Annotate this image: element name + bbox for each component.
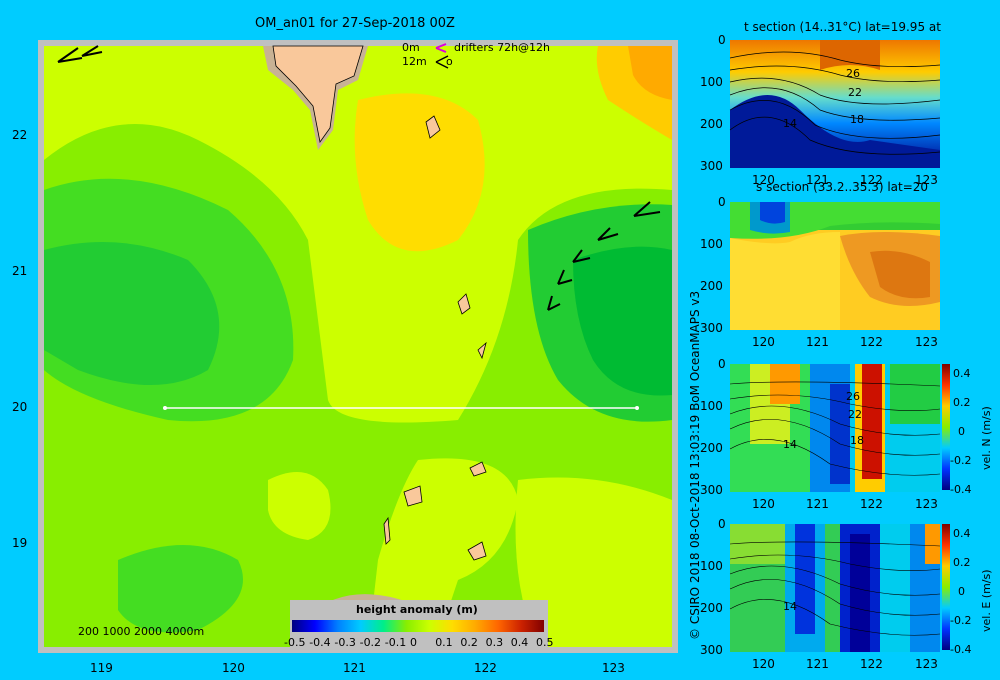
- colorbar-gradient: [292, 620, 544, 632]
- colorbar-ticks: -0.5 -0.4 -0.3 -0.2 -0.1 0 0.1 0.2 0.3 0.4 0.5: [284, 636, 554, 650]
- panel-y-tick: 0: [718, 33, 726, 47]
- x-tick-121: 121: [343, 661, 366, 675]
- depth-legend: 200 1000 2000 4000m: [78, 625, 205, 638]
- panel-y-tick: 200: [700, 279, 723, 293]
- vel-e-colorbar-label: vel. E (m/s): [980, 569, 993, 632]
- x-tick-123: 123: [602, 661, 625, 675]
- legend-circle: o: [446, 55, 453, 68]
- panel-temperature-section[interactable]: [729, 40, 941, 168]
- panel-x-tick: 123: [915, 335, 938, 349]
- panel-y-tick: 0: [718, 517, 726, 531]
- panel-y-tick: 100: [700, 75, 723, 89]
- x-tick-119: 119: [90, 661, 113, 675]
- panel-x-tick: 123: [915, 173, 938, 187]
- panel-x-tick: 121: [806, 657, 829, 671]
- panel-x-tick: 122: [860, 173, 883, 187]
- vel-n-colorbar: [942, 364, 950, 490]
- panel-x-tick: 120: [752, 335, 775, 349]
- panel-y-tick: 300: [700, 321, 723, 335]
- t-contour-22: 22: [848, 86, 862, 99]
- legend-12m: 12m: [402, 55, 427, 68]
- panel-x-tick: 123: [915, 657, 938, 671]
- map-title: OM_an01 for 27-Sep-2018 00Z: [255, 16, 455, 31]
- t-contour-14: 14: [783, 117, 797, 130]
- panel-y-tick: 0: [718, 195, 726, 209]
- credits-line1: 08-Oct-2018 13:03:19 BoM OceanMAPS v3: [688, 290, 702, 548]
- panel-colorbar-tick: 0.4: [953, 527, 971, 540]
- vel-n-contour-18: 18: [850, 434, 864, 447]
- vel-n-colorbar-label: vel. N (m/s): [980, 406, 993, 470]
- panel-colorbar-tick: 0: [958, 585, 965, 598]
- colorbar-tick: -0.3: [334, 636, 356, 649]
- colorbar-tick: 0.2: [460, 636, 478, 649]
- colorbar-tick: -0.1: [384, 636, 407, 649]
- x-tick-122: 122: [474, 661, 497, 675]
- panel-x-tick: 123: [915, 497, 938, 511]
- panel-y-tick: 300: [700, 643, 723, 657]
- panel-x-tick: 122: [860, 497, 883, 511]
- main-map[interactable]: [38, 40, 678, 653]
- legend-0m: 0m: [402, 41, 420, 54]
- panel-y-tick: 200: [700, 441, 723, 455]
- panel-colorbar-tick: -0.4: [950, 483, 972, 496]
- panel-vel-e-section[interactable]: [729, 524, 941, 652]
- panel-y-tick: 300: [700, 159, 723, 173]
- panel-x-tick: 120: [752, 657, 775, 671]
- panel-y-tick: 300: [700, 483, 723, 497]
- panel-x-tick: 120: [752, 497, 775, 511]
- vel-e-contour-14: 14: [783, 600, 797, 613]
- y-tick-21: 21: [12, 264, 28, 278]
- panel-y-tick: 0: [718, 357, 726, 371]
- panel-colorbar-tick: 0.2: [953, 396, 971, 409]
- panel-x-tick: 120: [752, 173, 775, 187]
- y-tick-19: 19: [12, 536, 28, 550]
- panel-colorbar-tick: -0.2: [950, 454, 972, 467]
- panel-vel-n-section[interactable]: [729, 364, 941, 492]
- vel-e-colorbar: [942, 524, 950, 650]
- vel-e-section-plot: [729, 524, 941, 652]
- panel-x-tick: 122: [860, 335, 883, 349]
- credits-line2: © CSIRO 2018: [688, 552, 702, 641]
- colorbar-tick: -0.5: [284, 636, 306, 649]
- colorbar-tick: 0: [410, 636, 417, 649]
- panel-y-tick: 100: [700, 237, 723, 251]
- panel-colorbar-tick: 0: [958, 425, 965, 438]
- colorbar-tick: 0.3: [485, 636, 504, 649]
- panel-y-tick: 200: [700, 117, 723, 131]
- panel-s-title: s section (33.2..35.3) lat=20: [756, 180, 929, 194]
- panel-y-tick: 100: [700, 399, 723, 413]
- panel-salinity-section[interactable]: [730, 202, 940, 330]
- vel-n-contour-22: 22: [848, 408, 862, 421]
- y-tick-20: 20: [12, 400, 28, 414]
- x-tick-120: 120: [222, 661, 245, 675]
- t-contour-26: 26: [846, 67, 860, 80]
- colorbar-tick: -0.2: [359, 636, 382, 649]
- legend-drifters: drifters 72h@12h: [454, 41, 551, 54]
- panel-colorbar-tick: 0.2: [953, 556, 971, 569]
- panel-colorbar-tick: -0.4: [950, 643, 972, 656]
- y-tick-22: 22: [12, 128, 28, 142]
- panel-colorbar-tick: 0.4: [953, 367, 971, 380]
- panel-x-tick: 121: [806, 173, 829, 187]
- t-contour-18: 18: [850, 113, 864, 126]
- panel-x-tick: 121: [806, 497, 829, 511]
- panel-colorbar-tick: -0.2: [950, 614, 972, 627]
- panel-t-title: t section (14..31°C) lat=19.95 at: [744, 20, 941, 34]
- colorbar-tick: 0.5: [536, 636, 554, 649]
- sea-level-anomaly-map: [44, 43, 672, 648]
- panel-y-tick: 200: [700, 601, 723, 615]
- salinity-section-plot: [730, 202, 940, 330]
- vel-n-contour-26: 26: [846, 390, 860, 403]
- temperature-section-plot: [729, 40, 941, 168]
- colorbar-tick: 0.1: [435, 636, 453, 649]
- colorbar-tick: -0.4: [309, 636, 331, 649]
- vel-n-contour-14: 14: [783, 438, 797, 451]
- colorbar-tick: 0.4: [510, 636, 529, 649]
- panel-y-tick: 100: [700, 559, 723, 573]
- panel-x-tick: 121: [806, 335, 829, 349]
- colorbar-title: height anomaly (m): [356, 603, 478, 616]
- panel-x-tick: 122: [860, 657, 883, 671]
- vel-n-section-plot: [729, 364, 941, 492]
